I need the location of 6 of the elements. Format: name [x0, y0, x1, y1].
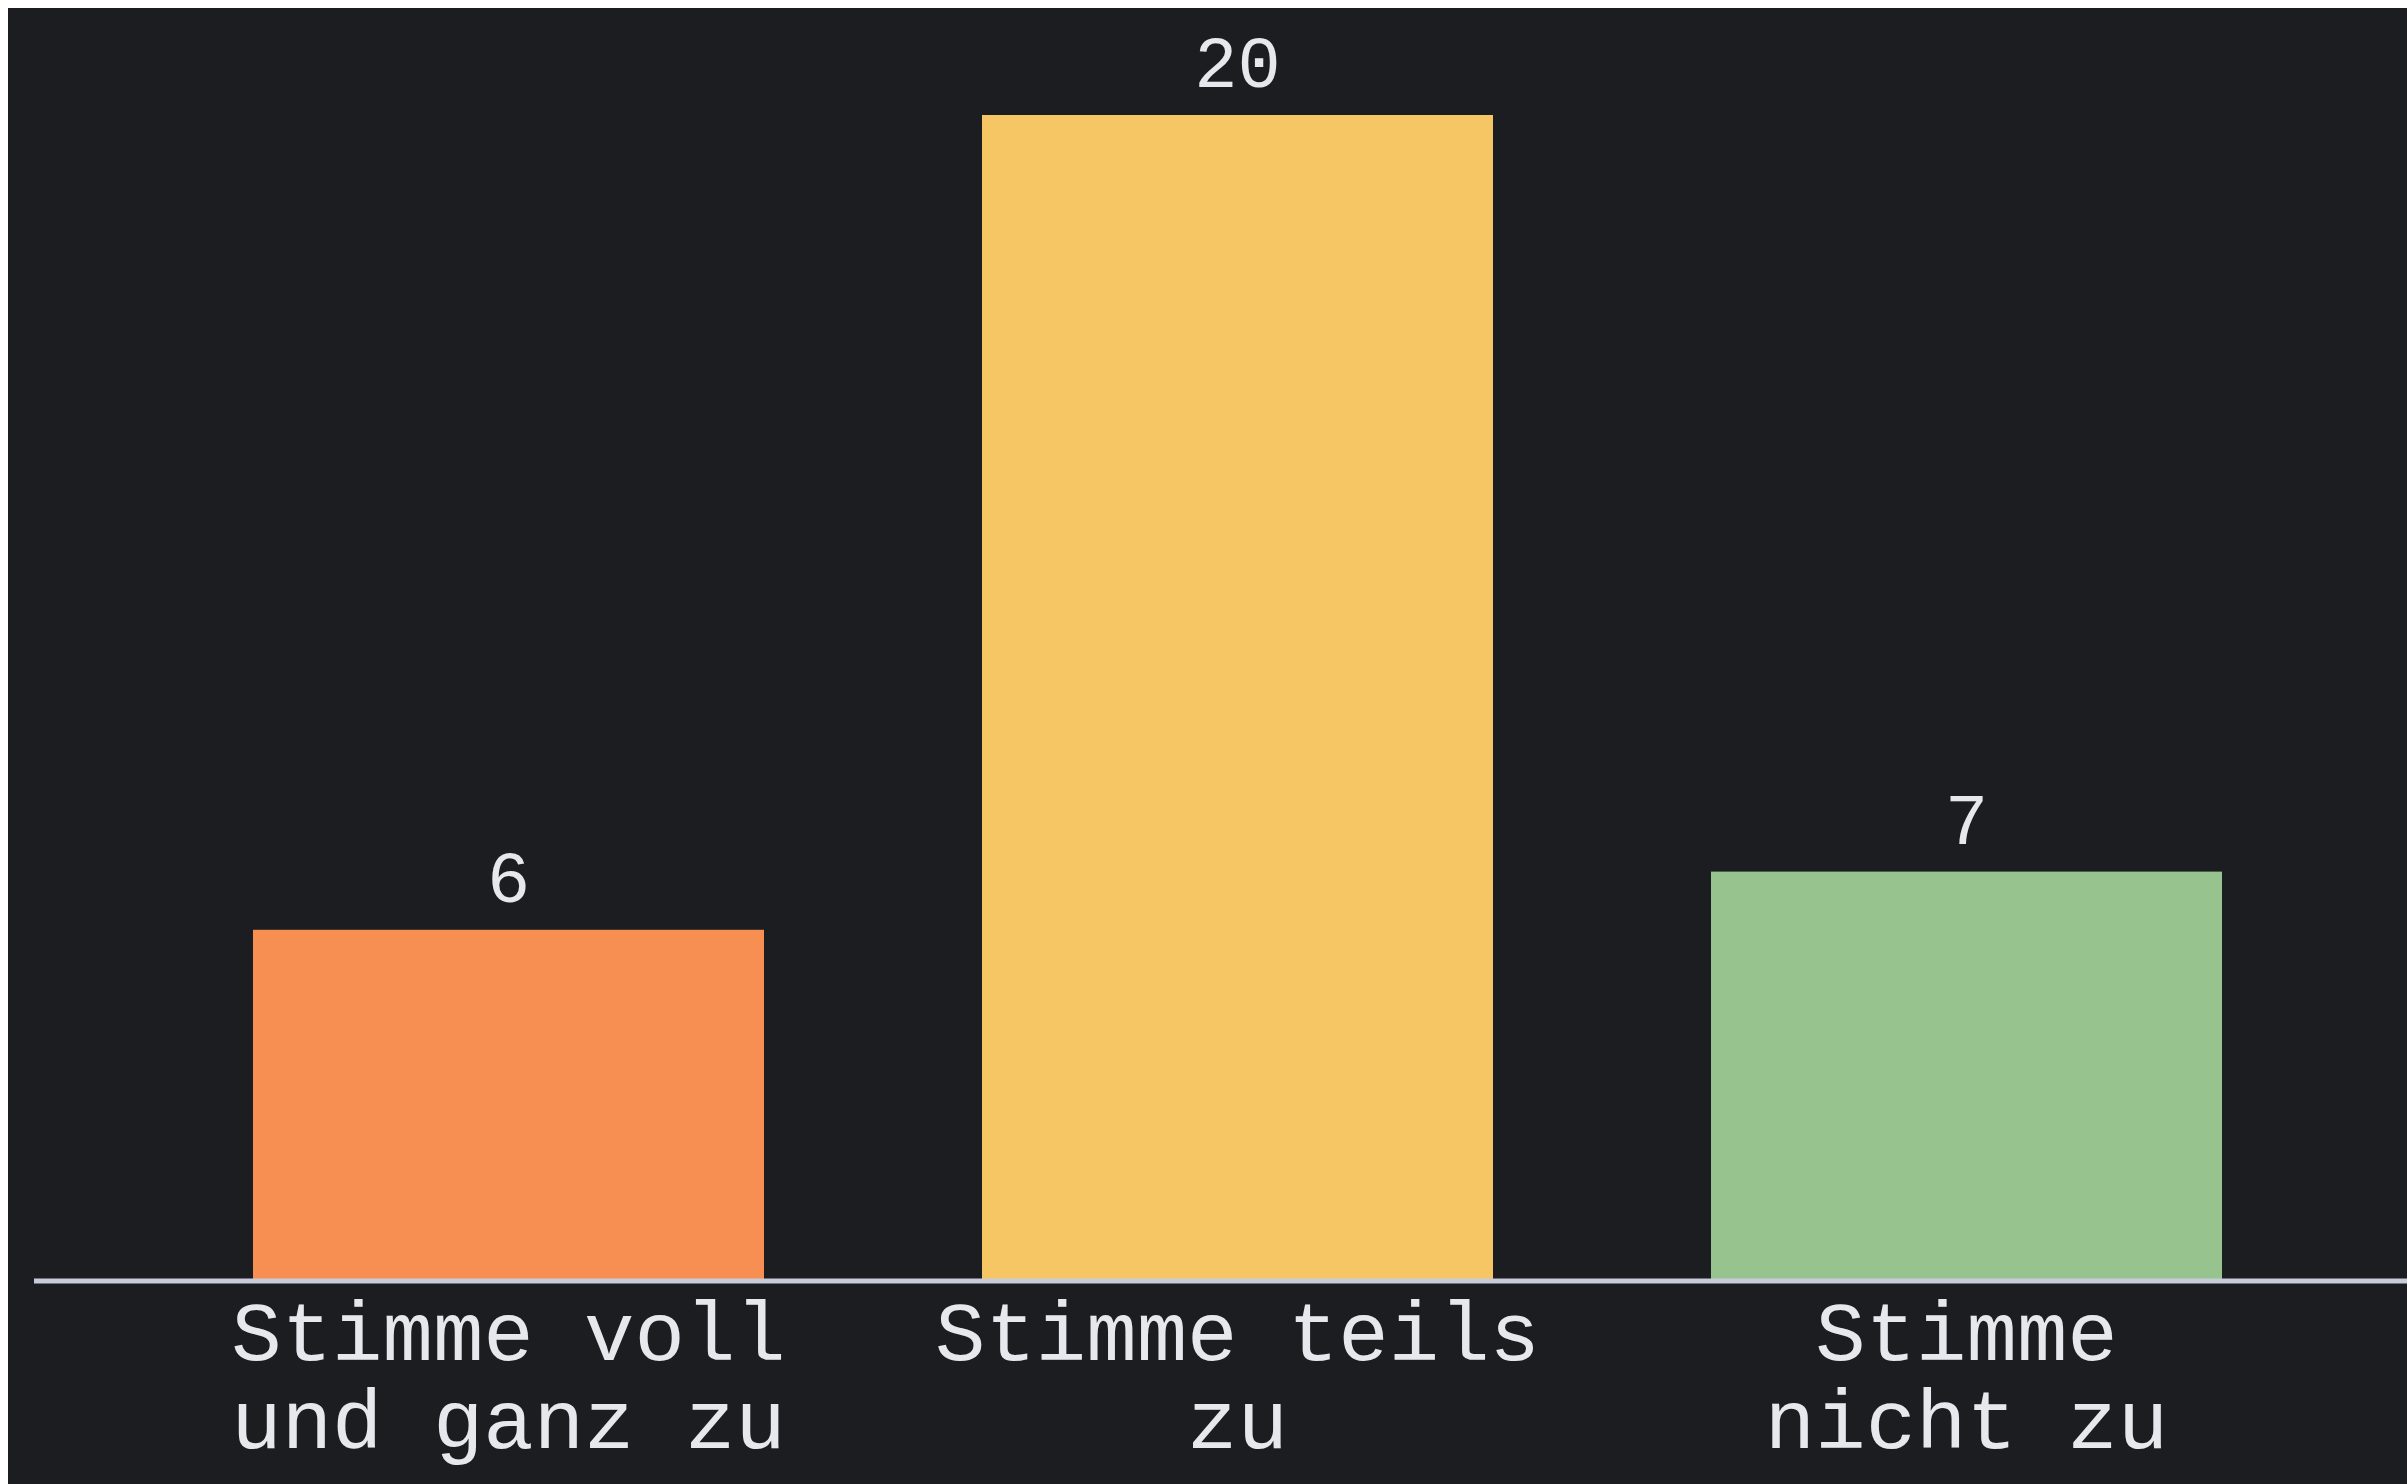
- data-label: 20: [1194, 27, 1281, 109]
- x-tick-label: Stimme teils zu: [935, 1290, 1540, 1473]
- data-label: 7: [1944, 783, 1989, 866]
- x-tick-label: Stimme voll und ganz zu: [231, 1290, 786, 1473]
- data-label: 6: [486, 841, 531, 924]
- x-tick-label: Stimme nicht zu: [1764, 1290, 2169, 1473]
